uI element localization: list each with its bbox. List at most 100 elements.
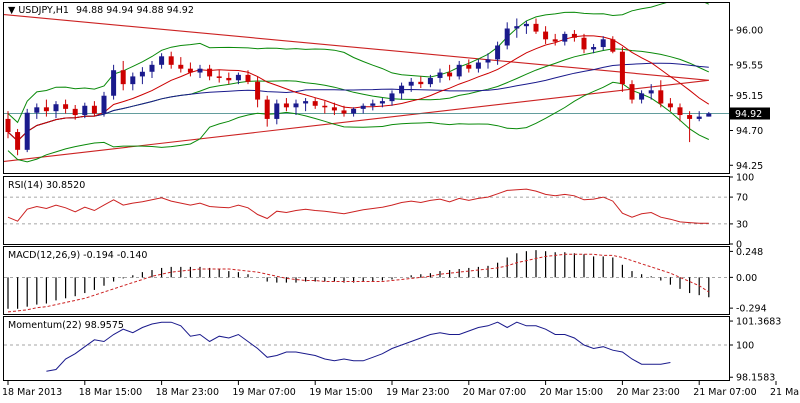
candle [293, 99, 299, 116]
time-tick-label: 18 Mar 2013 [2, 387, 62, 398]
candle-body [408, 81, 414, 86]
candle [523, 20, 529, 34]
candle [610, 36, 616, 54]
candle-body [533, 23, 539, 32]
y-axes: 94.25 94.70 95.15 95.55 96.00 94.92 0 30 70 100 0.… [729, 26, 781, 384]
price-panel-title: ▼ USDJPY,H1 94.88 94.94 94.88 94.92 [8, 5, 194, 16]
slow-ma-line [7, 62, 709, 142]
macd-axis-tick-label: -0.294 [736, 304, 767, 315]
candle [706, 111, 712, 117]
candle-body [331, 107, 337, 111]
time-tick-label: 19 Mar 23:00 [386, 387, 449, 398]
candle [91, 101, 97, 117]
candle [619, 47, 625, 92]
candle-body [466, 64, 472, 69]
symbol-label: USDJPY,H1 [18, 5, 69, 16]
candle-body [514, 26, 520, 29]
candle-body [667, 103, 673, 108]
price-axis-tick-label: 94.70 [736, 126, 763, 137]
candle-body [283, 103, 289, 108]
momentum-title: Momentum(22) 98.9575 [8, 320, 124, 331]
candle-body [312, 101, 318, 106]
candle-body [15, 132, 21, 150]
candle [466, 59, 472, 73]
candle [159, 53, 165, 69]
candle [533, 18, 539, 34]
candle [283, 98, 289, 112]
candle-body [389, 93, 395, 102]
candle-body [591, 47, 597, 50]
time-tick-label: 18 Mar 15:00 [79, 387, 142, 398]
candle-body [207, 68, 213, 77]
candle [581, 33, 587, 54]
candle-body [159, 56, 165, 65]
momentum-axis-tick-label: 100 [736, 341, 754, 352]
time-tick-label: 19 Mar 07:00 [232, 387, 295, 398]
candle [399, 82, 405, 100]
time-tick-label: 20 Mar 07:00 [463, 387, 526, 398]
candle [63, 99, 69, 114]
bollinger-upper-line [7, 3, 710, 124]
macd-panel: MACD(12,26,9) -0.194 -0.140 [3, 246, 730, 315]
candle [72, 105, 78, 120]
candle-body [619, 51, 625, 85]
candle-body [43, 107, 49, 112]
candle [43, 99, 49, 117]
candle [130, 72, 136, 91]
candle-body [677, 107, 683, 116]
candle [149, 60, 155, 78]
descending-trendline [4, 14, 709, 81]
candle-body [562, 33, 568, 42]
candle [312, 98, 318, 109]
candle [408, 77, 414, 92]
momentum-panel: Momentum(22) 98.9575 [3, 316, 730, 381]
candle-body [5, 118, 11, 133]
candle-body [379, 101, 385, 104]
candle-body [91, 105, 97, 114]
time-tick-label: 20 Mar 15:00 [540, 387, 603, 398]
candle [504, 22, 510, 50]
rsi-title: RSI(14) 30.8520 [8, 180, 85, 191]
candle [475, 59, 481, 73]
candle-body [399, 85, 405, 94]
ohlc-readout: 94.88 94.94 94.88 94.92 [76, 5, 194, 16]
candle-body [475, 62, 481, 69]
candle [168, 51, 174, 69]
momentum-line [46, 321, 671, 372]
candle-body [629, 84, 635, 100]
candle-body [571, 33, 577, 38]
candle-body [130, 76, 136, 85]
candle-body [456, 64, 462, 77]
candle [235, 72, 241, 85]
price-axis-tick-label: 95.55 [736, 60, 763, 71]
candle-body [600, 39, 606, 48]
candle [351, 107, 357, 117]
candle-body [34, 107, 40, 113]
candle-body [293, 103, 299, 108]
candle [101, 91, 107, 117]
macd-axis-tick-label: 0.00 [736, 273, 757, 284]
time-tick-label: 21 Mar 15:00 [770, 387, 800, 398]
time-tick-label: 21 Mar 07:00 [693, 387, 756, 398]
candle-body [72, 108, 78, 116]
candle-body [437, 72, 443, 78]
candle-body [495, 45, 501, 60]
candle [341, 105, 347, 117]
candle-body [149, 64, 155, 72]
candle-body [264, 99, 270, 119]
price-axis-tick-label: 94.25 [736, 161, 763, 172]
candle-body [139, 71, 145, 77]
candle [15, 128, 21, 156]
candle-body [197, 68, 203, 73]
candle-body [485, 59, 491, 63]
candle-body [543, 31, 549, 40]
candle [600, 36, 606, 51]
candle [274, 99, 280, 125]
candle-body [639, 93, 645, 100]
candle-body [82, 105, 88, 116]
candle [322, 101, 328, 114]
time-tick-label: 20 Mar 23:00 [616, 387, 679, 398]
rsi-line [7, 188, 709, 224]
candle [264, 95, 270, 127]
